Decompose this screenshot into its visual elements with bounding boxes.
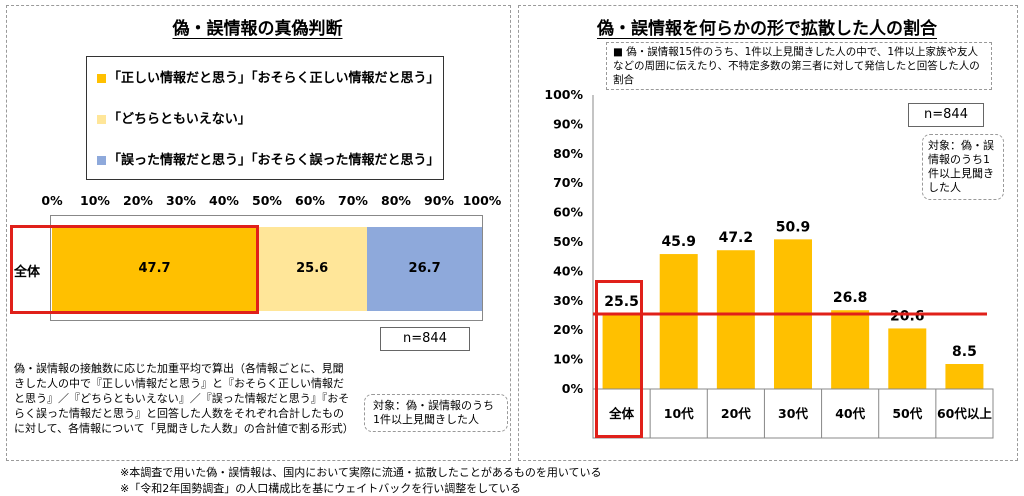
legend: 「正しい情報だと思う」「おそらく正しい情報だと思う」 「どちらともいえない」 「… (86, 56, 444, 180)
legend-label-wrong: 「誤った情報だと思う」「おそらく誤った情報だと思う」 (108, 153, 440, 168)
right-panel (518, 5, 1018, 461)
y-tick-label: 10% (553, 352, 583, 367)
legend-swatch-wrong (97, 156, 106, 165)
footer-note-2: ※「令和2年国勢調査」の人口構成比を基にウェイトバックを行い調整をしている (120, 482, 521, 495)
bar-value-label: 20.6 (890, 308, 925, 324)
right-panel-title-text: 偽・誤情報を何らかの形で拡散した人の割合 (597, 19, 937, 39)
category-label: 30代 (778, 406, 808, 421)
y-tick-label: 90% (553, 116, 583, 131)
stacked-bar-segment (367, 227, 482, 311)
bar-value-label: 25.5 (604, 294, 639, 310)
y-tick-label: 20% (553, 322, 583, 337)
legend-swatch-neutral (97, 115, 106, 124)
left-panel-title: 偽・誤情報の真偽判断 (6, 14, 509, 39)
plot-area-frame (50, 215, 483, 321)
stacked-bar-segment (52, 227, 258, 311)
y-tick-label: 40% (553, 263, 583, 278)
right-description: ■ 偽・誤情報15件のうち、1件以上見聞きした人の中で、1件以上家族や友人などの… (606, 42, 992, 90)
x-tick-label: 90% (424, 193, 454, 208)
bar-value-label: 26.7 (408, 261, 441, 276)
row-label: 全体 (14, 265, 41, 280)
right-target-note: 対象：偽・誤情報のうち1件以上見聞きした人 (922, 134, 1004, 200)
x-tick-label: 10% (80, 193, 110, 208)
category-label: 20代 (721, 406, 751, 421)
weighting-note: 偽・誤情報の接触数に応じた加重平均で算出（各情報ごとに、見聞きした人の中で『正し… (14, 362, 354, 435)
x-tick-label: 80% (381, 193, 411, 208)
category-axis: 全体 10代 20代 30代 40代 50代 60代以上 (592, 388, 994, 439)
highlight-frame-total-right (595, 280, 643, 438)
bar (602, 314, 641, 389)
right-n-label: n=844 (908, 103, 984, 127)
x-tick-label: 40% (209, 193, 239, 208)
y-tick-label: 100% (544, 87, 583, 102)
left-target-note: 対象：偽・誤情報のうち1件以上見聞きした人 (364, 394, 508, 432)
bar-value-label: 47.7 (138, 261, 171, 276)
y-axis: 0% 10% 20% 30% 40% 50% 60% 70% 80% 90% 100% (544, 87, 594, 396)
legend-swatch-correct (97, 74, 106, 83)
y-tick-label: 0% (562, 381, 584, 396)
footer-note-1: ※本調査で用いた偽・誤情報は、国内において実際に流通・拡散したことがあるものを用… (120, 466, 602, 479)
legend-item-correct: 「正しい情報だと思う」「おそらく正しい情報だと思う」 (97, 67, 440, 86)
category-label: 40代 (835, 406, 865, 421)
y-tick-label: 60% (553, 205, 583, 220)
bar (659, 254, 698, 389)
bar-value-label: 45.9 (661, 234, 696, 250)
left-n-label: n=844 (380, 327, 470, 351)
y-tick-label: 70% (553, 175, 583, 190)
bar-value-label: 26.8 (833, 290, 868, 306)
category-label: 60代以上 (937, 406, 992, 421)
y-tick-label: 80% (553, 146, 583, 161)
bar (945, 364, 984, 389)
right-description-text: ■ 偽・誤情報15件のうち、1件以上見聞きした人の中で、1件以上家族や友人などの… (613, 46, 980, 86)
legend-item-neutral: 「どちらともいえない」 (97, 108, 251, 127)
x-tick-label: 30% (166, 193, 196, 208)
category-label: 50代 (892, 406, 922, 421)
x-tick-label: 70% (338, 193, 368, 208)
right-panel-title: 偽・誤情報を何らかの形で拡散した人の割合 (518, 14, 1016, 39)
category-label: 10代 (664, 406, 694, 421)
x-tick-label: 100% (462, 193, 502, 208)
bar-value-label: 8.5 (952, 344, 977, 360)
bar-value-label: 47.2 (719, 230, 754, 246)
bar (716, 250, 755, 389)
bar-value-label: 50.9 (776, 219, 811, 235)
category-axis-frame (592, 388, 994, 439)
x-tick-label: 20% (123, 193, 153, 208)
legend-item-wrong: 「誤った情報だと思う」「おそらく誤った情報だと思う」 (97, 149, 440, 168)
data-labels: 25.5 45.9 47.2 50.9 26.8 20.6 8.5 (604, 219, 977, 360)
x-tick-label: 60% (295, 193, 325, 208)
category-label: 全体 (608, 406, 635, 421)
x-tick-label: 0% (41, 193, 63, 208)
bar-value-label: 25.6 (296, 261, 329, 276)
y-tick-label: 50% (553, 234, 583, 249)
bar (831, 310, 870, 389)
legend-label-neutral: 「どちらともいえない」 (108, 112, 251, 127)
bar (888, 328, 927, 389)
left-panel-title-text: 偽・誤情報の真偽判断 (172, 19, 343, 39)
stacked-bar-segment (257, 227, 368, 311)
highlight-frame-total (10, 225, 259, 314)
y-tick-label: 30% (553, 293, 583, 308)
legend-label-correct: 「正しい情報だと思う」「おそらく正しい情報だと思う」 (108, 71, 440, 86)
x-tick-label: 50% (252, 193, 282, 208)
